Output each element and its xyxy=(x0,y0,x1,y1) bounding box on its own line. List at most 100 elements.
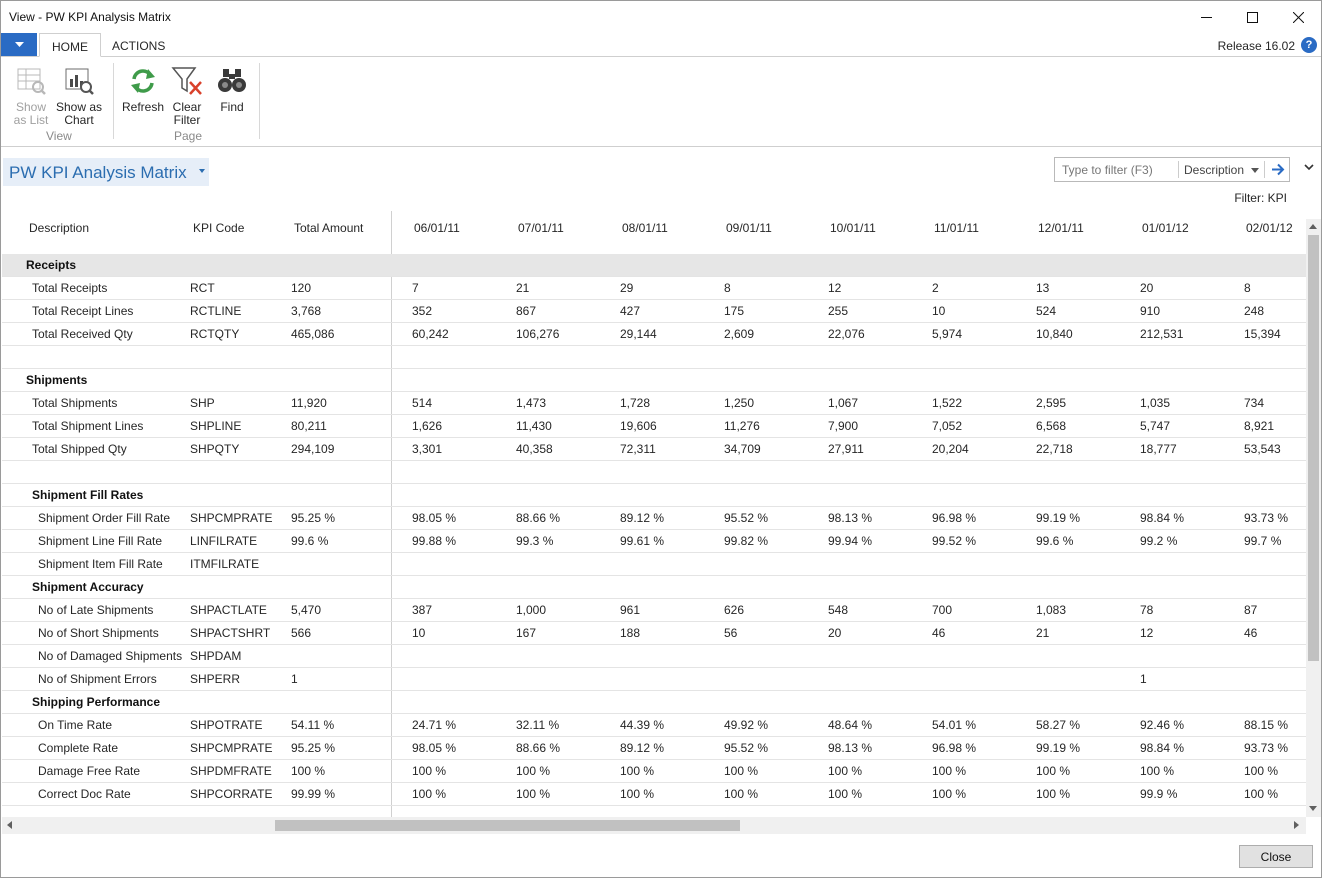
period-value: 188 xyxy=(620,626,641,640)
kpi-code: ITMFILRATE xyxy=(190,557,260,571)
group-header-row[interactable]: Shipments xyxy=(2,369,1306,392)
maximize-button[interactable] xyxy=(1229,1,1275,33)
table-row[interactable]: Total Shipped Qty SHPQTY 294,109 3,301 40,35… xyxy=(2,438,1306,461)
period-value: 99.94 % xyxy=(828,534,873,548)
period-value: 5,747 xyxy=(1140,419,1171,433)
table-row[interactable]: Total Shipment Lines SHPLINE 80,211 1,626 11… xyxy=(2,415,1306,438)
binoculars-icon xyxy=(218,69,246,92)
column-header-period[interactable]: 09/01/11 xyxy=(726,221,772,235)
period-value: 100 % xyxy=(1140,764,1175,778)
tab-home[interactable]: HOME xyxy=(39,33,101,57)
period-value: 3,301 xyxy=(412,442,443,456)
table-row[interactable]: Total Shipments SHP 11,920 514 1,473 1,728 1,2… xyxy=(2,392,1306,415)
column-header-description[interactable]: Description xyxy=(29,221,90,235)
kpi-description: No of Late Shipments xyxy=(38,603,154,617)
page-title[interactable]: PW KPI Analysis Matrix xyxy=(3,158,209,186)
table-row[interactable]: No of Short Shipments SHPACTSHRT 566 10 167 1… xyxy=(2,622,1306,645)
chevron-down-icon xyxy=(14,41,24,47)
period-value: 22,076 xyxy=(828,327,865,341)
period-value: 99.19 % xyxy=(1036,511,1081,525)
period-value: 99.19 % xyxy=(1036,741,1081,755)
kpi-code: SHPQTY xyxy=(190,442,240,456)
table-row[interactable]: Total Receipts RCT 120 7 21 29 8 12 2 13 20 8 xyxy=(2,277,1306,300)
filter-field-select[interactable]: Description xyxy=(1184,163,1245,177)
group-header-row[interactable]: Shipping Performance xyxy=(2,691,1306,714)
period-value: 20,204 xyxy=(932,442,969,456)
minimize-button[interactable] xyxy=(1183,1,1229,33)
table-row[interactable]: No of Damaged Shipments SHPDAM xyxy=(2,645,1306,668)
close-icon xyxy=(1292,11,1304,23)
period-value: 1,473 xyxy=(516,396,547,410)
kpi-total-amount: 566 xyxy=(291,626,312,640)
tab-actions[interactable]: ACTIONS xyxy=(112,39,166,53)
blank-row[interactable] xyxy=(2,461,1306,484)
arrow-right-icon[interactable] xyxy=(1269,161,1287,178)
column-header-period[interactable]: 12/01/11 xyxy=(1038,221,1084,235)
period-value: 21 xyxy=(516,281,530,295)
chevron-down-icon[interactable] xyxy=(1251,168,1259,173)
table-row[interactable]: Shipment Item Fill Rate ITMFILRATE xyxy=(2,553,1306,576)
window-title: View - PW KPI Analysis Matrix xyxy=(9,10,171,24)
refresh-button[interactable]: Refresh xyxy=(122,65,164,114)
period-value: 427 xyxy=(620,304,641,318)
table-row[interactable]: No of Late Shipments SHPACTLATE 5,470 387 1,… xyxy=(2,599,1306,622)
period-value: 88.66 % xyxy=(516,741,561,755)
table-row[interactable]: Complete Rate SHPCMPRATE 95.25 % 98.05 % 88.… xyxy=(2,737,1306,760)
table-row[interactable]: Total Received Qty RCTQTY 465,086 60,242 106… xyxy=(2,323,1306,346)
period-value: 92.46 % xyxy=(1140,718,1185,732)
close-button[interactable]: Close xyxy=(1239,845,1313,868)
table-row[interactable]: Total Receipt Lines RCTLINE 3,768 352 867 427… xyxy=(2,300,1306,323)
table-row[interactable]: Damage Free Rate SHPDMFRATE 100 % 100 % 100 … xyxy=(2,760,1306,783)
column-header-period[interactable]: 07/01/11 xyxy=(518,221,564,235)
period-value: 8,921 xyxy=(1244,419,1275,433)
vertical-scrollbar[interactable] xyxy=(1306,219,1321,817)
table-row[interactable]: No of Shipment Errors SHPERR 1 1 xyxy=(2,668,1306,691)
help-icon[interactable]: ? xyxy=(1301,37,1317,53)
find-button[interactable]: Find xyxy=(213,65,251,114)
scroll-right-icon[interactable] xyxy=(1294,821,1299,829)
column-header-period[interactable]: 08/01/11 xyxy=(622,221,668,235)
period-value: 1,083 xyxy=(1036,603,1067,617)
filter-input[interactable]: Type to filter (F3) xyxy=(1062,163,1153,177)
table-row[interactable]: On Time Rate SHPOTRATE 54.11 % 24.71 % 32.11… xyxy=(2,714,1306,737)
collapse-chevron-icon[interactable] xyxy=(1304,163,1314,171)
ribbon-group-view: View xyxy=(46,129,72,143)
column-header-total-amount[interactable]: Total Amount xyxy=(294,221,364,235)
period-value: 29 xyxy=(620,281,634,295)
period-value: 100 % xyxy=(1244,787,1279,801)
horizontal-scrollbar[interactable] xyxy=(2,817,1306,834)
group-header-row[interactable]: Shipment Accuracy xyxy=(2,576,1306,599)
period-value: 49.92 % xyxy=(724,718,769,732)
kpi-total-amount: 11,920 xyxy=(291,396,327,410)
kpi-description: Shipment Line Fill Rate xyxy=(38,534,163,548)
period-value: 99.2 % xyxy=(1140,534,1178,548)
table-row[interactable]: Shipment Line Fill Rate LINFILRATE 99.6 % 9… xyxy=(2,530,1306,553)
close-window-button[interactable] xyxy=(1275,1,1321,33)
column-header-period[interactable]: 06/01/11 xyxy=(414,221,460,235)
vertical-scroll-thumb[interactable] xyxy=(1308,235,1319,661)
scroll-up-icon[interactable] xyxy=(1309,224,1317,229)
period-value: 99.3 % xyxy=(516,534,554,548)
clear-filter-button[interactable]: Clear Filter xyxy=(167,65,207,127)
blank-row[interactable] xyxy=(2,346,1306,369)
column-header-period[interactable]: 10/01/11 xyxy=(830,221,876,235)
show-as-list-button[interactable]: Show as List xyxy=(11,65,51,127)
kpi-description: Total Shipped Qty xyxy=(32,442,127,456)
period-value: 1,067 xyxy=(828,396,859,410)
horizontal-scroll-thumb[interactable] xyxy=(275,820,740,831)
scroll-down-icon[interactable] xyxy=(1309,806,1317,811)
app-menu-button[interactable] xyxy=(1,33,37,56)
column-header-period[interactable]: 02/01/12 xyxy=(1246,221,1293,235)
column-header-period[interactable]: 01/01/12 xyxy=(1142,221,1189,235)
ribbon-tab-bar: HOME ACTIONS Release 16.02 ? xyxy=(1,33,1321,57)
show-as-chart-button[interactable]: Show as Chart xyxy=(55,65,103,127)
table-row[interactable]: Correct Doc Rate SHPCORRATE 99.99 % 100 % 10… xyxy=(2,783,1306,806)
group-header-row[interactable]: Shipment Fill Rates xyxy=(2,484,1306,507)
scroll-left-icon[interactable] xyxy=(7,821,12,829)
kpi-code: RCT xyxy=(190,281,215,295)
group-header-row[interactable]: Receipts xyxy=(2,254,1306,277)
kpi-description: Shipment Order Fill Rate xyxy=(38,511,171,525)
table-row[interactable]: Shipment Order Fill Rate SHPCMPRATE 95.25 … xyxy=(2,507,1306,530)
column-header-period[interactable]: 11/01/11 xyxy=(934,221,979,235)
column-header-kpi-code[interactable]: KPI Code xyxy=(193,221,245,235)
